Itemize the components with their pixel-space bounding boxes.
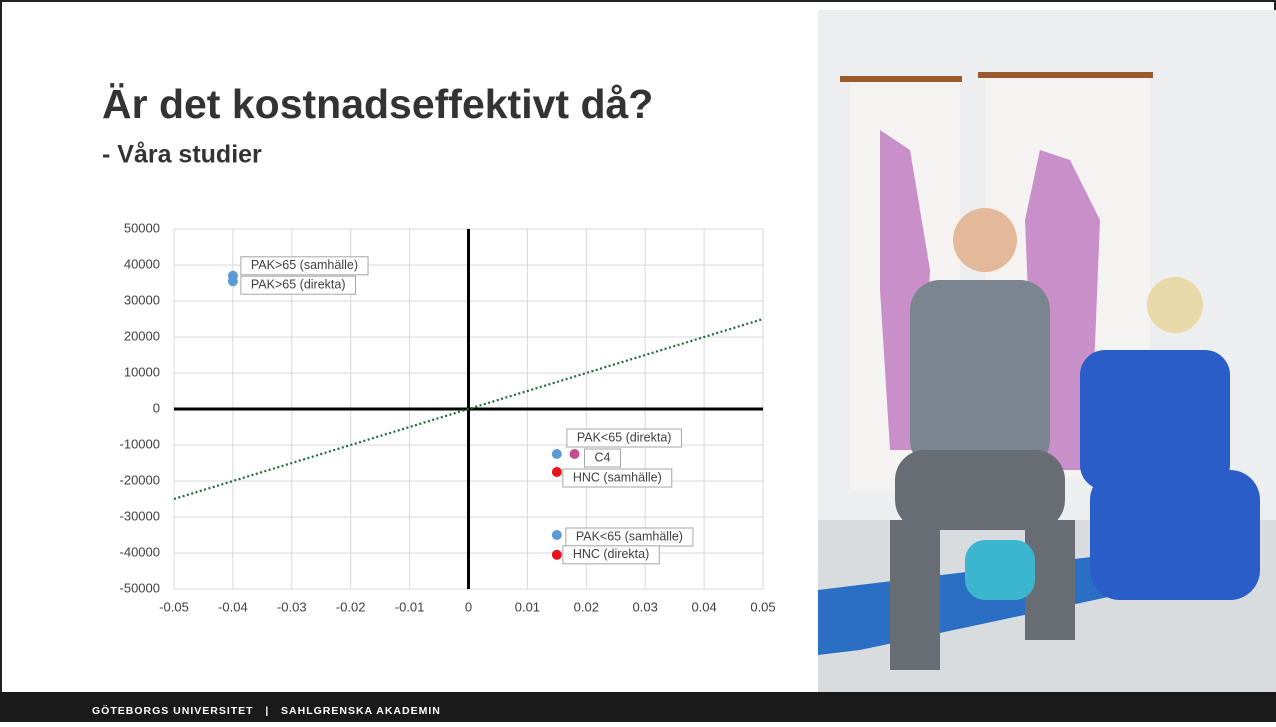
x-tick-label: 0.03 <box>633 599 658 614</box>
photo <box>818 10 1276 692</box>
x-tick-label: -0.01 <box>395 599 425 614</box>
y-tick-label: -30000 <box>120 508 160 523</box>
data-label: PAK>65 (direkta) <box>251 277 346 291</box>
data-label: HNC (samhälle) <box>573 470 662 484</box>
x-tick-label: -0.03 <box>277 599 307 614</box>
slide: Är det kostnadseffektivt då? - Våra stud… <box>0 0 1276 722</box>
x-tick-label: 0.02 <box>574 599 599 614</box>
y-tick-label: 30000 <box>124 292 160 307</box>
slide-subtitle: - Våra studier <box>102 141 262 169</box>
point <box>552 449 562 459</box>
y-tick-label: 0 <box>153 400 160 415</box>
y-tick-label: -50000 <box>120 580 160 595</box>
point <box>552 530 562 540</box>
x-tick-label: -0.02 <box>336 599 366 614</box>
y-tick-label: -40000 <box>120 544 160 559</box>
footer-text: GÖTEBORGS UNIVERSITET | SAHLGRENSKA AKAD… <box>92 704 441 717</box>
data-label: HNC (direkta) <box>573 547 649 561</box>
point <box>570 449 580 459</box>
data-label: PAK<65 (samhälle) <box>576 529 683 543</box>
point <box>552 467 562 477</box>
data-label: PAK<65 (direkta) <box>577 430 672 444</box>
x-tick-label: 0 <box>465 599 472 614</box>
x-tick-label: 0.04 <box>691 599 716 614</box>
x-tick-label: -0.04 <box>218 599 248 614</box>
point <box>228 276 238 286</box>
data-label: PAK>65 (samhälle) <box>251 258 358 272</box>
slide-title: Är det kostnadseffektivt då? <box>102 81 653 127</box>
y-tick-label: 10000 <box>124 364 160 379</box>
y-tick-label: 40000 <box>124 256 160 271</box>
y-tick-label: -20000 <box>120 472 160 487</box>
data-label: C4 <box>595 450 611 464</box>
x-tick-label: 0.05 <box>750 599 775 614</box>
x-tick-label: -0.05 <box>159 599 189 614</box>
point <box>552 550 562 560</box>
y-tick-label: 20000 <box>124 328 160 343</box>
y-tick-label: 50000 <box>124 220 160 235</box>
y-tick-label: -10000 <box>120 436 160 451</box>
x-tick-label: 0.01 <box>515 599 540 614</box>
